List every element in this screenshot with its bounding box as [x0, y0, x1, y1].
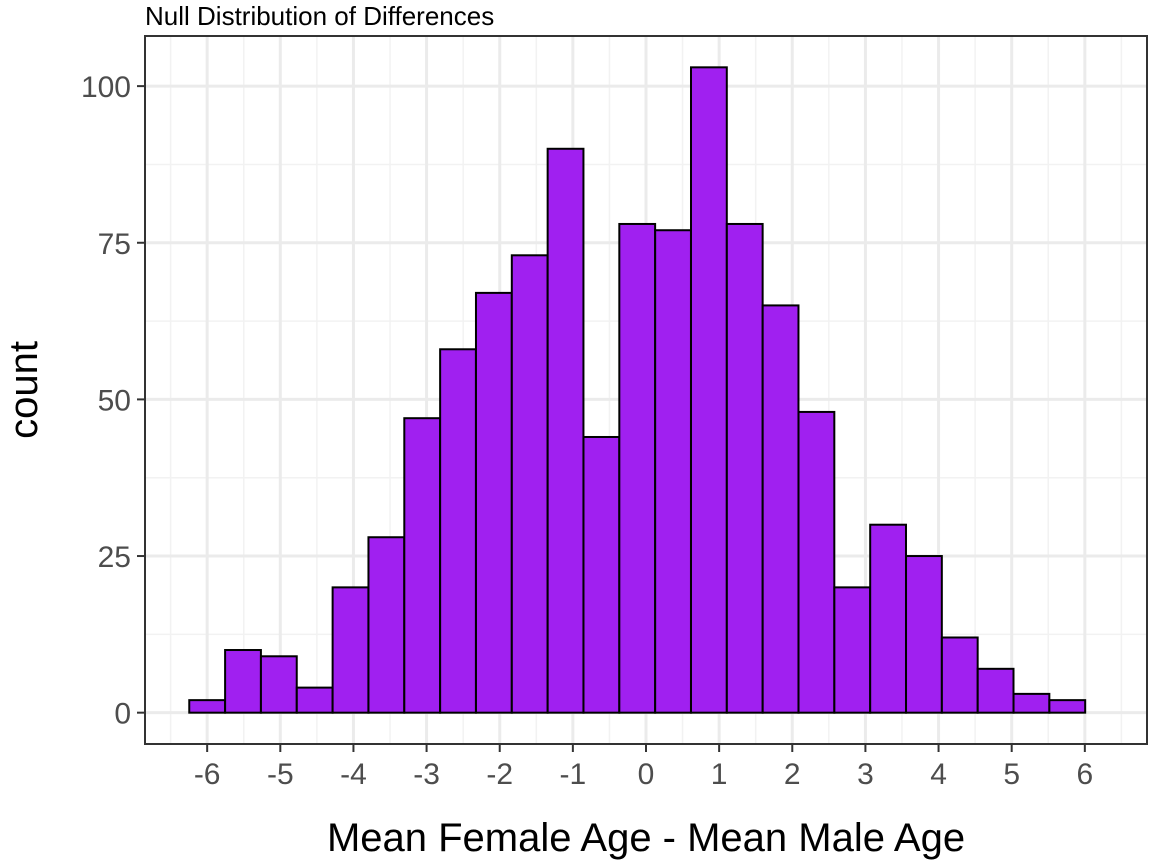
chart-title: Null Distribution of Differences [145, 1, 494, 31]
histogram-bar [1012, 692, 1051, 714]
x-tick-label: -1 [560, 758, 587, 791]
histogram-bar [976, 667, 1015, 714]
histogram-bar [905, 555, 943, 714]
x-tick-label: -2 [486, 758, 513, 791]
histogram-bar [833, 586, 872, 714]
x-axis-label: Mean Female Age - Mean Male Age [327, 816, 965, 860]
y-tick-label: 75 [98, 228, 131, 261]
x-tick-label: 3 [857, 758, 874, 791]
x-tick-label: 5 [1003, 758, 1020, 791]
histogram-bar [224, 649, 262, 714]
histogram-bar [295, 686, 334, 714]
histogram-bar [510, 254, 549, 714]
x-tick-label: 0 [638, 758, 655, 791]
x-tick-label: 6 [1076, 758, 1093, 791]
x-tick-labels: -6 -5 -4 -3 -2 -1 0 1 2 3 4 5 6 [194, 758, 1093, 791]
y-tick-label: 100 [81, 71, 131, 104]
histogram-bar [546, 147, 585, 714]
y-tick-labels: 0 25 50 75 100 [81, 71, 131, 731]
histogram-bars [188, 66, 1087, 714]
histogram-bar [188, 699, 227, 714]
histogram-bar [869, 523, 907, 714]
histogram-bar [331, 586, 370, 714]
axis-ticks [137, 85, 1086, 752]
histogram-bar [654, 229, 692, 714]
histogram-bar [725, 222, 764, 714]
y-tick-label: 0 [114, 698, 131, 731]
histogram-bar [259, 655, 298, 714]
histogram-bar [761, 304, 800, 714]
y-tick-label: 25 [98, 541, 131, 574]
x-tick-label: 2 [784, 758, 801, 791]
x-tick-label: -6 [194, 758, 221, 791]
x-tick-label: 4 [930, 758, 947, 791]
histogram-bar [474, 291, 513, 714]
y-axis-label: count [2, 341, 46, 439]
x-tick-label: -4 [340, 758, 367, 791]
x-tick-label: -5 [267, 758, 294, 791]
histogram-bar [367, 536, 406, 714]
histogram-bar [1048, 699, 1087, 714]
histogram-bar [618, 222, 657, 714]
x-tick-label: -3 [413, 758, 440, 791]
histogram-bar [582, 435, 621, 714]
histogram-bar [940, 636, 979, 714]
histogram-bar [797, 410, 836, 714]
y-tick-label: 50 [98, 384, 131, 417]
histogram-bar [439, 348, 477, 714]
histogram-bar [689, 66, 728, 714]
x-tick-label: 1 [711, 758, 728, 791]
histogram-bar [403, 417, 442, 714]
